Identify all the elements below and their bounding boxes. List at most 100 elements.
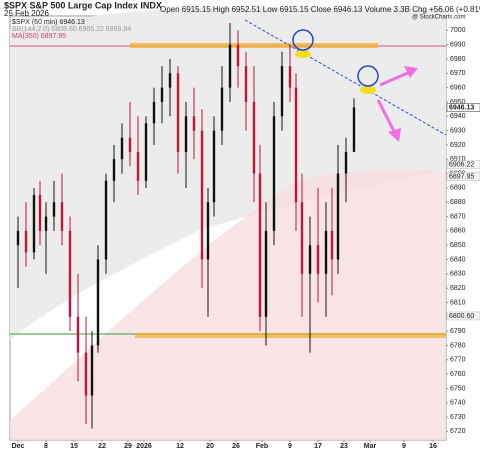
- candle-body: [44, 216, 48, 231]
- y-tick-label: 6920: [450, 142, 466, 149]
- y-tick-label: 6750: [450, 385, 466, 392]
- candle-body: [76, 316, 80, 353]
- legend-entry: MA(350) 6897.95: [12, 33, 66, 40]
- candle-body: [16, 230, 20, 246]
- y-tick-label: 6810: [450, 299, 466, 306]
- legend-entry: $SPX (60 min) 6946.13: [12, 19, 85, 26]
- candle-body: [176, 73, 180, 153]
- y-tick-label: 6730: [450, 414, 466, 421]
- price-label-box: [446, 160, 480, 169]
- x-tick-label: 2026: [136, 443, 152, 450]
- candle-body: [294, 87, 298, 203]
- y-tick-label: 6780: [450, 342, 466, 349]
- price-label: 6897.95: [449, 173, 474, 180]
- candle-body: [152, 101, 156, 124]
- candle-body: [212, 130, 216, 203]
- y-tick-label: 6840: [450, 256, 466, 263]
- candle-body: [38, 195, 42, 231]
- price-label: 6906.22: [449, 162, 474, 169]
- y-tick-label: 6720: [450, 428, 466, 435]
- y-tick-label: 6890: [450, 185, 466, 192]
- candle-body: [344, 152, 348, 174]
- y-tick-label: 6860: [450, 228, 466, 235]
- y-tick-label: 7000: [450, 27, 466, 34]
- candle-body: [264, 230, 268, 317]
- candle-body: [144, 123, 148, 181]
- candle-body: [104, 180, 108, 260]
- x-tick-label: 26: [232, 443, 240, 450]
- y-tick-label: 6790: [450, 328, 466, 335]
- price-label: 6946.13: [449, 104, 474, 111]
- candle-body: [90, 345, 94, 396]
- candle-body: [184, 116, 188, 153]
- highlight: [295, 50, 311, 58]
- y-tick-label: 6830: [450, 271, 466, 278]
- resistance-band: [130, 43, 378, 48]
- candle-body: [272, 116, 276, 231]
- y-tick-label: 6940: [450, 113, 466, 120]
- candle-body: [120, 137, 124, 160]
- circle-annotation: [292, 29, 314, 51]
- support-band: [135, 333, 446, 338]
- y-tick-label: 6970: [450, 70, 466, 77]
- candle-body: [84, 352, 88, 396]
- highlight: [360, 86, 376, 94]
- price-label-box: [446, 172, 480, 181]
- x-tick-label: 20: [206, 443, 214, 450]
- y-tick-label: 6770: [450, 357, 466, 364]
- candle-body: [236, 44, 240, 67]
- candle-body: [258, 173, 262, 317]
- x-tick-label: 23: [340, 443, 348, 450]
- date: 25 Feb 2026: [4, 9, 49, 18]
- candle-body: [96, 259, 100, 346]
- candle-body: [252, 101, 256, 174]
- x-tick-label: Mar: [364, 443, 377, 450]
- price-label-box: [446, 311, 480, 321]
- candle-body: [68, 230, 72, 317]
- price-label: 6800.60: [449, 313, 474, 320]
- trendline: [244, 19, 447, 136]
- candle-body: [280, 66, 284, 117]
- candle-body: [300, 202, 304, 274]
- y-tick-label: 6960: [450, 84, 466, 91]
- candle-body: [244, 66, 248, 102]
- y-tick-label: 6760: [450, 371, 466, 378]
- candle-body: [352, 107, 356, 152]
- y-tick-label: 6740: [450, 400, 466, 407]
- x-tick-label: 9: [288, 443, 292, 450]
- candle-body: [308, 245, 312, 274]
- candle-body: [52, 202, 56, 217]
- x-tick-label: 16: [429, 443, 437, 450]
- candle-body: [220, 87, 224, 131]
- candle-body: [324, 230, 328, 274]
- candle-body: [128, 137, 132, 153]
- x-tick-label: 15: [70, 443, 78, 450]
- candle-body: [200, 130, 204, 260]
- candle-body: [136, 152, 140, 181]
- x-tick-label: 17: [314, 443, 322, 450]
- candle-body: [160, 87, 164, 102]
- arrows: [376, 66, 418, 142]
- candle-body: [192, 116, 196, 131]
- quote: Open 6915.15 High 6952.51 Low 6915.15 Cl…: [160, 5, 480, 14]
- x-tick-label: 29: [124, 443, 132, 450]
- x-tick-label: Dec: [12, 443, 25, 450]
- x-tick-label: Feb: [256, 443, 268, 450]
- y-tick-label: 6990: [450, 41, 466, 48]
- candle-body: [24, 230, 28, 253]
- candle-body: [60, 202, 64, 231]
- x-tick-label: 8: [44, 443, 48, 450]
- y-tick-label: 6850: [450, 242, 466, 249]
- candle-body: [228, 44, 232, 88]
- y-tick-label: 6820: [450, 285, 466, 292]
- candle-body: [32, 195, 36, 253]
- candle-body: [112, 159, 116, 181]
- x-tick-label: 12: [176, 443, 184, 450]
- y-tick-label: 6880: [450, 199, 466, 206]
- legend-entry: BB(144,2.0) 6808.60 6905.22 6999.84: [12, 26, 131, 33]
- price-label-box: [446, 103, 480, 112]
- candle-body: [288, 66, 292, 88]
- y-tick-label: 6930: [450, 127, 466, 134]
- y-tick-label: 6910: [450, 156, 466, 163]
